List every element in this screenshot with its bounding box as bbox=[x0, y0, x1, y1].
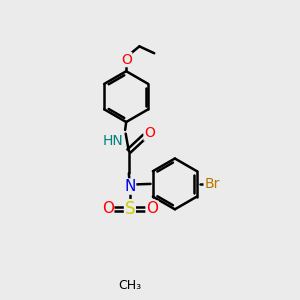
Text: O: O bbox=[102, 201, 114, 216]
Text: CH₃: CH₃ bbox=[118, 279, 142, 292]
Text: S: S bbox=[124, 200, 135, 218]
Text: O: O bbox=[146, 201, 158, 216]
Text: O: O bbox=[144, 126, 155, 140]
Text: Br: Br bbox=[204, 177, 220, 191]
Text: HN: HN bbox=[103, 134, 123, 148]
Text: N: N bbox=[124, 179, 136, 194]
Text: O: O bbox=[121, 52, 132, 67]
